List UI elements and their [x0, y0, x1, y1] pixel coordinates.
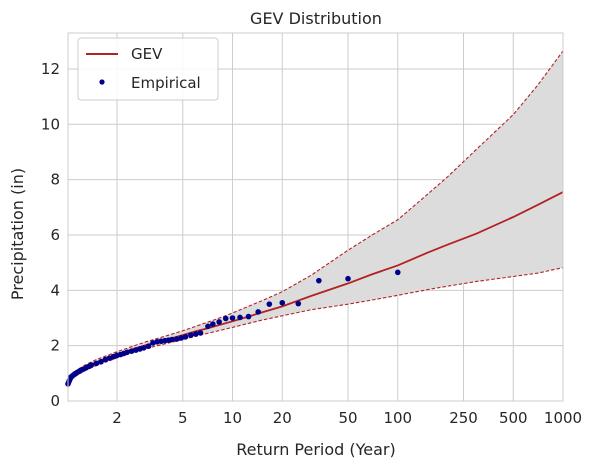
empirical-point — [169, 336, 175, 343]
empirical-point — [345, 275, 351, 282]
plot-frame — [67, 32, 564, 402]
empirical-point — [193, 331, 199, 337]
legend-empirical-swatch — [99, 79, 105, 85]
empirical-point — [295, 300, 302, 307]
empirical-point — [197, 330, 204, 336]
ci-upper-line — [67, 50, 564, 382]
x-tick-labels: 2 5 10 20 50 100 250 500 1000 — [112, 409, 582, 427]
empirical-point — [173, 336, 180, 342]
empirical-point — [93, 360, 100, 367]
legend-empirical-label: Empirical — [131, 74, 201, 92]
empirical-point — [222, 315, 229, 322]
empirical-point — [279, 299, 286, 306]
empirical-point — [98, 358, 104, 365]
y-axis-title: Precipitation (in) — [8, 168, 27, 300]
x-tick-label: 20 — [273, 409, 292, 427]
empirical-point — [88, 362, 95, 368]
y-tick-labels: 0 2 4 6 8 10 12 — [41, 60, 60, 410]
x-tick-label: 500 — [499, 409, 528, 427]
empirical-point — [237, 314, 243, 321]
legend: GEV Empirical — [77, 37, 219, 101]
x-tick-label: 2 — [112, 409, 122, 427]
empirical-point — [216, 319, 222, 325]
empirical-point — [316, 277, 322, 284]
y-tick-label: 0 — [50, 392, 60, 410]
empirical-point — [245, 313, 252, 320]
chart-title: GEV Distribution — [250, 9, 382, 28]
x-tick-label: 5 — [178, 409, 188, 427]
empirical-point — [128, 348, 135, 354]
y-tick-label: 4 — [50, 281, 60, 299]
empirical-point — [210, 321, 216, 327]
x-axis-title: Return Period (Year) — [236, 440, 396, 459]
empirical-point — [266, 301, 273, 307]
empirical-point — [255, 309, 261, 315]
legend-gev-label: GEV — [131, 45, 163, 63]
x-tick-label: 1000 — [544, 409, 582, 427]
ci-lower-line — [67, 267, 564, 386]
y-tick-label: 2 — [50, 337, 60, 355]
empirical-point — [178, 335, 185, 341]
empirical-points — [65, 269, 401, 387]
x-tick-label: 10 — [223, 409, 242, 427]
empirical-point — [188, 332, 194, 338]
empirical-point — [205, 323, 211, 330]
y-tick-label: 10 — [41, 115, 60, 133]
x-tick-label: 250 — [449, 409, 478, 427]
empirical-point — [124, 349, 130, 356]
empirical-point — [140, 345, 147, 351]
x-tick-label: 50 — [338, 409, 357, 427]
empirical-point — [182, 334, 189, 340]
empirical-point — [229, 315, 236, 321]
y-tick-label: 8 — [50, 171, 60, 189]
empirical-point — [150, 340, 156, 346]
x-tick-label: 100 — [383, 409, 412, 427]
y-tick-label: 12 — [41, 60, 60, 78]
y-tick-label: 6 — [50, 226, 60, 244]
empirical-point — [394, 269, 401, 276]
empirical-point — [145, 343, 152, 350]
ci-band — [68, 50, 563, 385]
